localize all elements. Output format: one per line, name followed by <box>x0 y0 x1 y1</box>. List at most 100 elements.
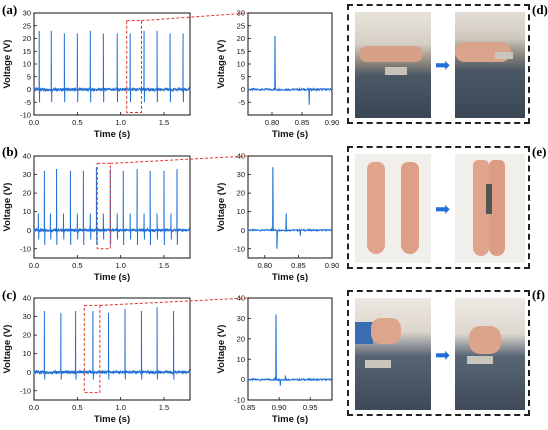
b_full-y-tick-label: 20 <box>23 189 31 198</box>
b_full-voltage-trace <box>33 167 191 246</box>
c_zoom-y-tick-label: 30 <box>237 314 245 323</box>
c_full-y-tick-label: 30 <box>23 312 31 321</box>
c_zoom-plot-frame <box>247 297 333 401</box>
a_zoom-x-tick-label: 0.85 <box>295 118 310 127</box>
b_full-y-tick-label: 10 <box>23 207 31 216</box>
a_full-x-axis-label: Time (s) <box>94 129 130 140</box>
b_full-x-tick-label: 0.0 <box>29 261 39 270</box>
photo-e-before <box>355 154 431 263</box>
c_zoom-y-tick-label: 0 <box>241 375 245 384</box>
photo-f-after <box>455 298 525 410</box>
a_full-x-tick-label: 0.5 <box>72 118 82 127</box>
a_full-y-tick-label: 10 <box>23 60 31 69</box>
b_full-zoom-connector <box>110 155 249 164</box>
a_zoom-y-tick-label: 15 <box>237 47 245 56</box>
a_zoom-y-tick-label: 20 <box>237 34 245 43</box>
c_full-zoom-connector <box>99 297 249 306</box>
c_zoom-y-tick-label: -10 <box>234 396 245 405</box>
a_full-y-axis-label: Voltage (V) <box>2 40 13 89</box>
b_zoom-x-tick-label: 0.85 <box>291 261 306 270</box>
a_zoom-plot-frame <box>247 12 333 116</box>
c_full-voltage-trace <box>33 307 191 380</box>
b_zoom-plot-frame <box>247 155 333 259</box>
a_full-y-tick-label: 15 <box>23 47 31 56</box>
a_zoom-y-tick-label: 10 <box>237 60 245 69</box>
c_full-zoom-region <box>83 304 101 394</box>
photo-f-before <box>355 298 431 410</box>
b_full-y-axis-label: Voltage (V) <box>2 183 13 232</box>
a_zoom-y-axis-label: Voltage (V) <box>216 40 227 89</box>
panel-label-a: (a) <box>2 2 18 17</box>
b_full-zoom-region <box>96 162 111 250</box>
photo-panel-d: ➡ <box>347 4 530 124</box>
b_zoom-y-tick-label: -10 <box>234 244 245 253</box>
photo-d-after <box>455 12 525 118</box>
b_zoom-x-tick-label: 0.90 <box>325 261 340 270</box>
a_zoom-y-tick-label: 25 <box>237 21 245 30</box>
a_zoom-y-tick-label: 0 <box>241 85 245 94</box>
c_zoom-y-axis-label: Voltage (V) <box>216 325 227 374</box>
a_full-y-tick-label: 25 <box>23 21 31 30</box>
c_zoom-voltage-trace <box>247 314 333 386</box>
a_zoom-y-tick-label: 5 <box>241 72 245 81</box>
panel-label-d: (d) <box>532 2 548 17</box>
b_zoom-voltage-trace <box>247 167 333 249</box>
c_full-y-axis-label: Voltage (V) <box>2 325 13 374</box>
arrow-right-icon: ➡ <box>435 199 451 219</box>
panel-label-f: (f) <box>532 287 545 302</box>
c_full-x-tick-label: 0.0 <box>29 403 39 412</box>
panel-label-e: (e) <box>532 144 547 159</box>
c_full-y-tick-label: 40 <box>23 294 31 303</box>
b_full-x-tick-label: 1.5 <box>159 261 169 270</box>
panel-label-b: (b) <box>2 144 18 159</box>
c_zoom-y-tick-label: 10 <box>237 355 245 364</box>
c_full-x-axis-label: Time (s) <box>94 414 130 425</box>
b_zoom-y-tick-label: 0 <box>241 226 245 235</box>
c_full-x-tick-label: 1.0 <box>115 403 125 412</box>
b_full-x-axis-label: Time (s) <box>94 272 130 283</box>
a_full-plot-frame <box>33 12 191 116</box>
photo-e-after <box>455 154 525 263</box>
a_zoom-x-tick-label: 0.80 <box>265 118 280 127</box>
a_full-zoom-connector <box>141 12 249 22</box>
b_zoom-y-axis-label: Voltage (V) <box>216 183 227 232</box>
a_zoom-x-axis-label: Time (s) <box>272 129 308 140</box>
a_full-y-tick-label: -5 <box>24 98 31 107</box>
b_full-y-tick-label: 40 <box>23 152 31 161</box>
arrow-right-icon: ➡ <box>435 345 451 365</box>
b_full-y-tick-label: 30 <box>23 170 31 179</box>
a_full-y-tick-label: 20 <box>23 34 31 43</box>
c_full-y-tick-label: 0 <box>27 368 31 377</box>
c_zoom-y-tick-label: 20 <box>237 334 245 343</box>
arrow-right-icon: ➡ <box>435 55 451 75</box>
a_full-voltage-trace <box>33 30 191 103</box>
a_zoom-x-tick-label: 0.90 <box>325 118 340 127</box>
c_zoom-x-tick-label: 0.85 <box>241 403 256 412</box>
b_full-x-tick-label: 1.0 <box>115 261 125 270</box>
a_full-x-tick-label: 0.0 <box>29 118 39 127</box>
b_zoom-x-axis-label: Time (s) <box>272 272 308 283</box>
c_full-y-tick-label: 10 <box>23 349 31 358</box>
photo-panel-f: ➡ <box>347 290 530 416</box>
a_full-y-tick-label: 30 <box>23 9 31 18</box>
a_full-y-tick-label: 0 <box>27 85 31 94</box>
a_zoom-y-tick-label: 30 <box>237 9 245 18</box>
b_full-plot-frame <box>33 155 191 259</box>
a_full-zoom-region <box>126 20 142 113</box>
a_full-x-tick-label: 1.0 <box>115 118 125 127</box>
c_full-x-tick-label: 1.5 <box>159 403 169 412</box>
b_zoom-y-tick-label: 20 <box>237 189 245 198</box>
c_zoom-x-axis-label: Time (s) <box>272 414 308 425</box>
panel-label-c: (c) <box>2 287 17 302</box>
b_zoom-y-tick-label: 30 <box>237 170 245 179</box>
photo-d-before <box>355 12 431 118</box>
c_full-y-tick-label: 20 <box>23 331 31 340</box>
a_zoom-voltage-trace <box>247 35 333 105</box>
b_full-y-tick-label: 0 <box>27 226 31 235</box>
photo-panel-e: ➡ <box>347 146 530 269</box>
a_zoom-y-tick-label: -5 <box>238 98 245 107</box>
c_full-x-tick-label: 0.5 <box>72 403 82 412</box>
b_zoom-y-tick-label: 10 <box>237 207 245 216</box>
c_full-plot-frame <box>33 297 191 401</box>
